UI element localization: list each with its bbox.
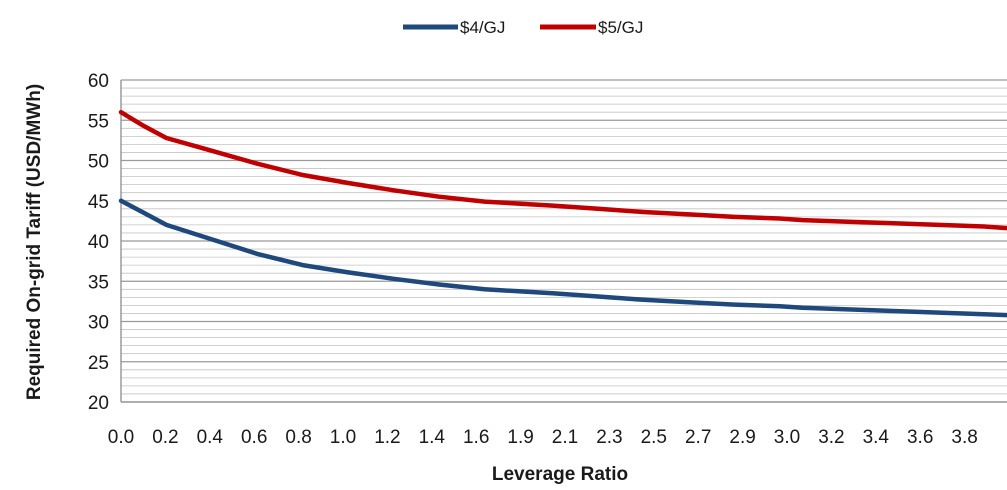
x-tick-label: 3.4 bbox=[863, 427, 890, 448]
x-tick-label: 2.7 bbox=[685, 427, 711, 448]
x-tick-label: 1.6 bbox=[463, 427, 489, 448]
x-tick-label: 0.0 bbox=[108, 427, 134, 448]
legend-label-series-2: $5/GJ bbox=[598, 18, 643, 37]
y-tick-label: 45 bbox=[88, 192, 109, 213]
x-tick-label: 1.2 bbox=[374, 427, 400, 448]
series-line-2 bbox=[118, 109, 1007, 231]
x-tick-label: 0.8 bbox=[285, 427, 311, 448]
y-tick-label: 60 bbox=[88, 71, 109, 92]
y-tick-label: 30 bbox=[88, 313, 109, 334]
x-tick-label: 0.2 bbox=[152, 427, 178, 448]
x-axis: 0.0 0.2 0.4 0.6 0.8 1.0 1.2 1.4 1.6 1.9 2.1 2.3 2.5 2… bbox=[108, 401, 1007, 448]
y-tick-label: 50 bbox=[88, 152, 109, 173]
x-tick-label: 3.0 bbox=[774, 427, 800, 448]
y-tick-label: 35 bbox=[88, 272, 109, 293]
x-tick-label: 2.1 bbox=[552, 427, 578, 448]
x-tick-label: 2.5 bbox=[641, 427, 667, 448]
x-tick-label: 1.0 bbox=[330, 427, 356, 448]
x-tick-label: 1.4 bbox=[419, 427, 446, 448]
series-line-1 bbox=[118, 198, 1007, 318]
y-tick-label: 40 bbox=[88, 232, 109, 253]
plot-series bbox=[118, 109, 1007, 318]
x-tick-label: 0.6 bbox=[241, 427, 267, 448]
x-tick-label: 2.3 bbox=[596, 427, 622, 448]
x-tick-label: 3.6 bbox=[907, 427, 933, 448]
x-axis-title: Leverage Ratio bbox=[492, 464, 628, 485]
y-axis: 20 25 30 35 40 45 50 55 60 bbox=[88, 71, 122, 414]
y-tick-label: 20 bbox=[88, 393, 109, 414]
legend: $4/GJ $5/GJ bbox=[403, 18, 643, 37]
x-tick-label: 1.9 bbox=[507, 427, 533, 448]
x-tick-label: 3.8 bbox=[951, 427, 977, 448]
y-tick-label: 55 bbox=[88, 111, 109, 132]
gridlines bbox=[121, 79, 1007, 403]
x-tick-label: 2.9 bbox=[729, 427, 755, 448]
x-tick-label: 0.4 bbox=[197, 427, 224, 448]
x-tick-label: 3.2 bbox=[818, 427, 844, 448]
y-tick-label: 25 bbox=[88, 353, 109, 374]
legend-label-series-1: $4/GJ bbox=[460, 18, 505, 37]
y-axis-title: Required On-grid Tariff (USD/MWh) bbox=[24, 84, 45, 400]
